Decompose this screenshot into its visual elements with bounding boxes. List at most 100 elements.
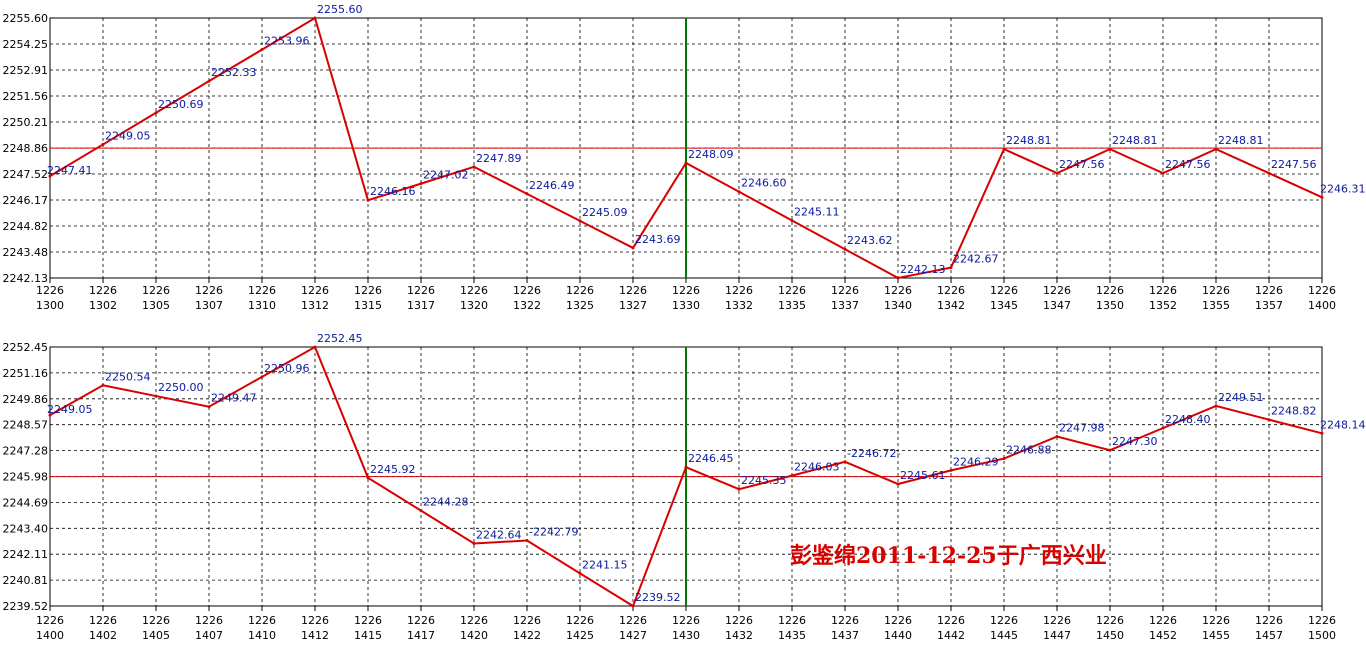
data-point	[631, 604, 635, 608]
y-tick-label: 2246.17	[3, 194, 49, 207]
data-point	[737, 190, 741, 194]
x-tick-label-time: 1342	[937, 299, 965, 312]
x-tick-label-time: 1425	[566, 629, 594, 642]
x-tick-label-date: 1226	[990, 284, 1018, 297]
data-label: 2249.47	[211, 392, 257, 405]
data-point	[578, 219, 582, 223]
data-label: 2248.81	[1112, 134, 1158, 147]
data-point	[366, 198, 370, 202]
data-label: 2247.98	[1059, 422, 1105, 435]
data-label: 2246.16	[370, 185, 416, 198]
data-label: 2246.03	[794, 461, 840, 474]
data-point	[1161, 426, 1165, 430]
data-label: 2250.69	[158, 98, 204, 111]
x-tick-label-date: 1226	[36, 284, 64, 297]
x-tick-label-time: 1320	[460, 299, 488, 312]
data-label: 2242.64	[476, 529, 522, 542]
data-label: 2250.96	[264, 362, 310, 375]
x-tick-label-date: 1226	[142, 614, 170, 627]
x-tick-label-date: 1226	[513, 614, 541, 627]
x-tick-label-time: 1407	[195, 629, 223, 642]
data-label: 2245.61	[900, 469, 946, 482]
data-label: 2247.02	[423, 169, 469, 182]
data-label: 2249.05	[105, 129, 151, 142]
data-point	[525, 192, 529, 196]
x-tick-label-date: 1226	[248, 614, 276, 627]
data-point	[1320, 431, 1324, 435]
data-point	[1002, 147, 1006, 151]
x-tick-label-date: 1226	[937, 284, 965, 297]
x-tick-label-time: 1405	[142, 629, 170, 642]
x-tick-label-date: 1226	[301, 284, 329, 297]
data-point	[154, 111, 158, 115]
data-label: -2242.79	[529, 525, 578, 538]
x-tick-label-date: 1226	[1202, 284, 1230, 297]
x-tick-label-time: 1305	[142, 299, 170, 312]
upper-panel: 2255.60 2254.25 2252.91 2251.56 2250.21 2248.…	[3, 3, 1366, 312]
y-tick-label: 2255.60	[3, 12, 49, 25]
x-tick-label-date: 1226	[1255, 614, 1283, 627]
data-point	[1002, 457, 1006, 461]
x-tick-label-date: 1226	[1308, 614, 1336, 627]
data-label: 2246.45	[688, 452, 734, 465]
x-tick-label-time: 1355	[1202, 299, 1230, 312]
data-point	[1108, 448, 1112, 452]
x-tick-label-date: 1226	[354, 614, 382, 627]
data-point	[578, 571, 582, 575]
x-tick-label-date: 1226	[195, 614, 223, 627]
data-point	[949, 266, 953, 270]
x-tick-label-date: 1226	[1149, 284, 1177, 297]
data-label: 2248.82	[1271, 405, 1317, 418]
data-label: -2246.72-	[847, 447, 900, 460]
data-point	[737, 487, 741, 491]
x-tick-label-date: 1226	[142, 284, 170, 297]
data-point	[896, 482, 900, 486]
x-tick-label-time: 1500	[1308, 629, 1336, 642]
x-tick-label-time: 1430	[672, 629, 700, 642]
data-label: 2241.15	[582, 558, 628, 571]
x-tick-label-time: 1442	[937, 629, 965, 642]
x-tick-label-date: 1226	[778, 614, 806, 627]
x-tick-label-date: 1226	[1096, 284, 1124, 297]
y-tick-label: 2248.86	[3, 142, 49, 155]
data-point	[419, 509, 423, 513]
x-tick-label-time: 1315	[354, 299, 382, 312]
x-tick-label-date: 1226	[831, 284, 859, 297]
data-label: 2250.00	[158, 381, 204, 394]
data-point	[843, 460, 847, 464]
data-label: 2252.33	[211, 66, 257, 79]
x-tick-label-date: 1226	[1043, 284, 1071, 297]
y-tick-label: 2240.81	[3, 574, 49, 587]
x-tick-label-time: 1307	[195, 299, 223, 312]
data-point	[1214, 404, 1218, 408]
x-tick-label-time: 1310	[248, 299, 276, 312]
data-point	[1320, 195, 1324, 199]
data-point	[1161, 171, 1165, 175]
x-tick-label-time: 1317	[407, 299, 435, 312]
x-tick-label-date: 1226	[1149, 614, 1177, 627]
data-label: 2248.81	[1006, 134, 1052, 147]
x-tick-label-time: 1417	[407, 629, 435, 642]
x-tick-label-time: 1400	[36, 629, 64, 642]
data-label: 2248.14	[1320, 418, 1366, 431]
x-tick-label-time: 1412	[301, 629, 329, 642]
data-point	[949, 468, 953, 472]
y-tick-label: 2242.11	[3, 548, 49, 561]
x-tick-label-time: 1302	[89, 299, 117, 312]
x-tick-label-date: 1226	[778, 284, 806, 297]
y-tick-label: 2251.16	[3, 367, 49, 380]
lower-panel: 2252.45 2251.16 2249.86 2248.57 2247.28 2245.…	[3, 332, 1366, 642]
data-label: 2247.56	[1271, 158, 1317, 171]
x-tick-label-time: 1400	[1308, 299, 1336, 312]
x-tick-label-time: 1345	[990, 299, 1018, 312]
x-tick-label-date: 1226	[89, 614, 117, 627]
x-tick-label-time: 1422	[513, 629, 541, 642]
data-label: 2255.60	[317, 3, 363, 16]
data-label: 2243.62	[847, 234, 893, 247]
data-point	[1214, 147, 1218, 151]
x-tick-label-date: 1226	[725, 614, 753, 627]
data-label: 2243.69	[635, 233, 681, 246]
x-tick-label-time: 1435	[778, 629, 806, 642]
x-tick-label-date: 1226	[725, 284, 753, 297]
